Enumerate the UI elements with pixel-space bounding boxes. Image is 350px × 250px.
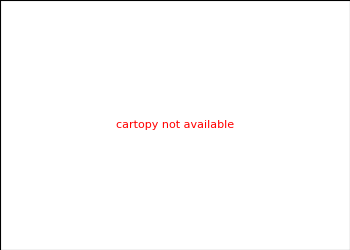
Text: cartopy not available: cartopy not available xyxy=(116,120,234,130)
